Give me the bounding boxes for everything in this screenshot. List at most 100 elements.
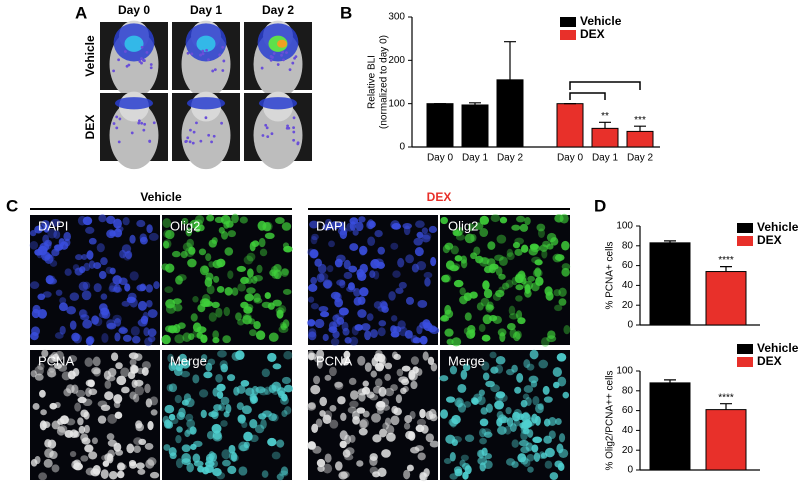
cell: [104, 391, 114, 401]
y-axis-label: (normalized to day 0): [379, 35, 390, 129]
cell: [271, 381, 282, 392]
cell: [386, 432, 396, 442]
cell: [476, 302, 484, 311]
cell: [343, 271, 353, 280]
cell: [213, 275, 220, 283]
cell: [309, 249, 319, 259]
cell: [373, 301, 382, 309]
cell: [511, 461, 519, 468]
cell: [374, 378, 383, 388]
cell: [165, 263, 175, 273]
cell: [249, 418, 258, 429]
cell: [181, 217, 189, 225]
signal-dot: [118, 117, 122, 121]
signal-dot: [152, 121, 156, 125]
panel-label: B: [340, 3, 352, 22]
cell: [532, 396, 540, 406]
cell: [48, 354, 56, 364]
signal-dot: [292, 138, 296, 142]
cell: [88, 388, 98, 396]
cell: [457, 383, 467, 393]
cell: [150, 409, 158, 416]
cell: [231, 213, 239, 224]
cell: [419, 408, 426, 419]
cell: [416, 231, 424, 239]
cell: [181, 453, 191, 464]
cell: [176, 411, 185, 421]
cell: [211, 423, 222, 434]
cell: [482, 280, 490, 291]
cell: [517, 453, 527, 463]
cell: [460, 255, 468, 264]
cell: [341, 321, 349, 332]
cell: [485, 380, 495, 388]
cell: [51, 420, 60, 430]
cell: [536, 223, 546, 232]
cell: [105, 266, 113, 274]
cell: [356, 460, 364, 467]
cell: [258, 388, 269, 396]
cell: [347, 406, 357, 414]
cell: [471, 397, 479, 406]
cell: [395, 394, 403, 404]
cell: [146, 224, 153, 234]
cell: [362, 380, 369, 387]
cell: [65, 418, 76, 426]
cell: [339, 229, 348, 240]
cell: [378, 320, 387, 327]
cell: [359, 287, 369, 297]
cell: [441, 274, 450, 283]
cell: [520, 244, 529, 253]
cell: [249, 241, 256, 252]
cell: [454, 255, 463, 262]
cell: [358, 427, 368, 436]
cell: [421, 227, 428, 234]
cell: [258, 237, 266, 248]
cell: [30, 458, 38, 467]
cell: [267, 437, 277, 447]
cell: [175, 275, 183, 285]
cell: [517, 270, 526, 280]
cell: [276, 473, 284, 481]
cell: [479, 228, 489, 238]
cell: [535, 403, 544, 414]
cell: [206, 431, 215, 440]
cell: [48, 275, 56, 284]
signal-dot: [222, 59, 226, 63]
cell: [339, 430, 348, 441]
cell: [558, 433, 566, 443]
cell: [136, 219, 146, 228]
cell: [79, 309, 87, 318]
cell: [78, 281, 89, 292]
cell: [106, 215, 116, 225]
cell: [192, 296, 199, 303]
cell: [349, 434, 356, 443]
signal-dot: [221, 45, 225, 49]
cell: [186, 419, 196, 429]
cell: [374, 362, 384, 372]
cell: [316, 349, 325, 360]
cell: [91, 437, 98, 445]
x-tick-label: Day 1: [592, 153, 619, 164]
mouse-body: [109, 101, 159, 170]
signal-dot: [211, 69, 215, 73]
cell: [556, 443, 564, 454]
cell: [430, 362, 438, 372]
cell: [319, 410, 326, 417]
cell: [107, 449, 115, 458]
cell: [487, 241, 496, 250]
cell: [404, 329, 413, 339]
cell: [138, 438, 147, 446]
cell: [163, 240, 170, 249]
cell: [381, 449, 391, 458]
cell: [249, 329, 257, 337]
cell: [199, 265, 210, 276]
cell: [212, 432, 223, 442]
cell: [147, 309, 158, 318]
cell: [185, 413, 194, 422]
cell: [180, 359, 191, 369]
signal-dot: [142, 128, 146, 132]
cell: [307, 319, 316, 327]
cell: [97, 415, 107, 424]
